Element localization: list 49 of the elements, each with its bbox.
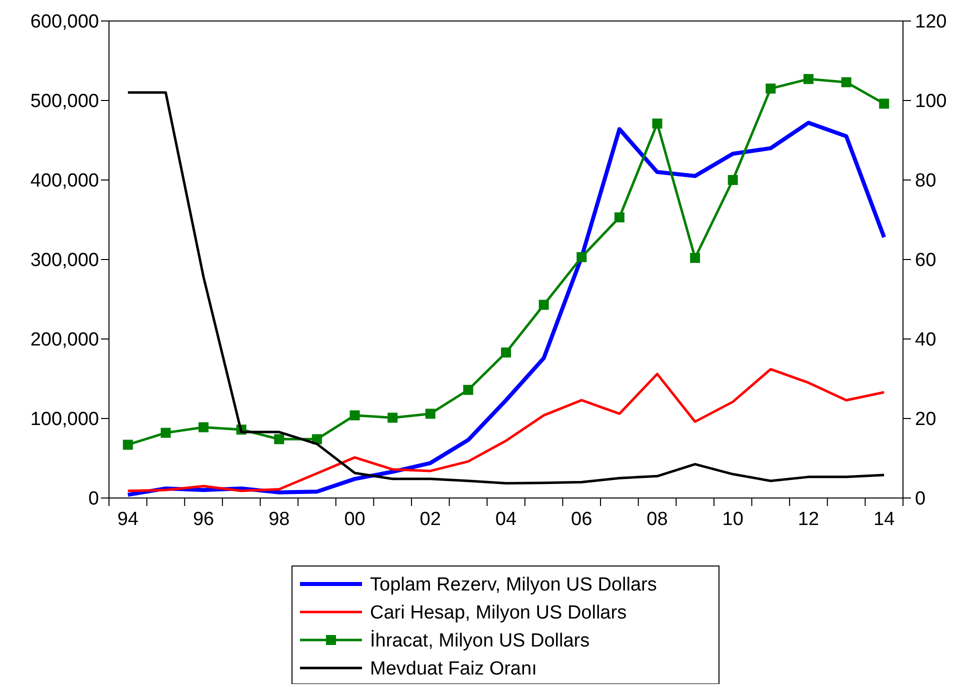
point	[879, 98, 890, 109]
point	[274, 434, 284, 444]
point	[690, 252, 700, 263]
x-tick-label: 96	[192, 509, 214, 530]
y-tick-label: 500,000	[30, 91, 99, 112]
y-tick-label: 200,000	[30, 330, 99, 351]
x-tick-label: 14	[874, 509, 896, 530]
x-tick-label: 12	[798, 509, 820, 530]
point	[614, 212, 624, 222]
point	[766, 84, 776, 94]
line-series	[126, 368, 886, 492]
x-tick-label: 06	[571, 509, 592, 530]
point	[538, 300, 549, 310]
point	[160, 428, 171, 438]
x-tick-label: 98	[268, 509, 290, 530]
y2-tick-label: 20	[915, 409, 936, 430]
x-tick-label: 94	[117, 509, 139, 530]
y-tick-label: 100,000	[30, 409, 99, 430]
y2-tick-label: 60	[915, 250, 936, 272]
point	[122, 440, 133, 450]
point	[388, 412, 398, 423]
x-tick-label: 08	[646, 509, 668, 530]
x-tick-label: 04	[495, 509, 517, 530]
legend-label: Cari Hesap, Milyon US Dollars	[370, 602, 627, 624]
legend-label: Toplam Rezerv, Milyon US Dollars	[370, 574, 657, 596]
x-tick-label: 02	[420, 509, 441, 530]
y2-tick-label: 0	[915, 488, 926, 510]
y-tick-label: 600,000	[30, 12, 99, 33]
y-tick-label: 300,000	[30, 250, 99, 272]
point	[652, 118, 662, 129]
y2-tick-label: 40	[915, 330, 936, 351]
point	[576, 252, 587, 262]
y2-tick-label: 100	[915, 91, 947, 112]
y-tick-label: 400,000	[30, 170, 99, 192]
legend-label: İhracat, Milyon US Dollars	[370, 630, 590, 652]
y2-tick-label: 80	[915, 170, 936, 192]
point	[425, 408, 436, 419]
point	[198, 422, 209, 432]
point	[501, 348, 511, 358]
point	[350, 410, 360, 420]
point	[803, 74, 814, 84]
point	[728, 175, 738, 185]
point	[463, 384, 474, 395]
x-tick-label: 00	[344, 509, 366, 530]
y2-tick-label: 120	[915, 12, 947, 33]
legend-label: Mevduat Faiz Oranı	[370, 658, 537, 680]
y-tick-label: 0	[88, 488, 99, 510]
point	[841, 77, 852, 88]
x-tick-label: 10	[722, 509, 744, 530]
